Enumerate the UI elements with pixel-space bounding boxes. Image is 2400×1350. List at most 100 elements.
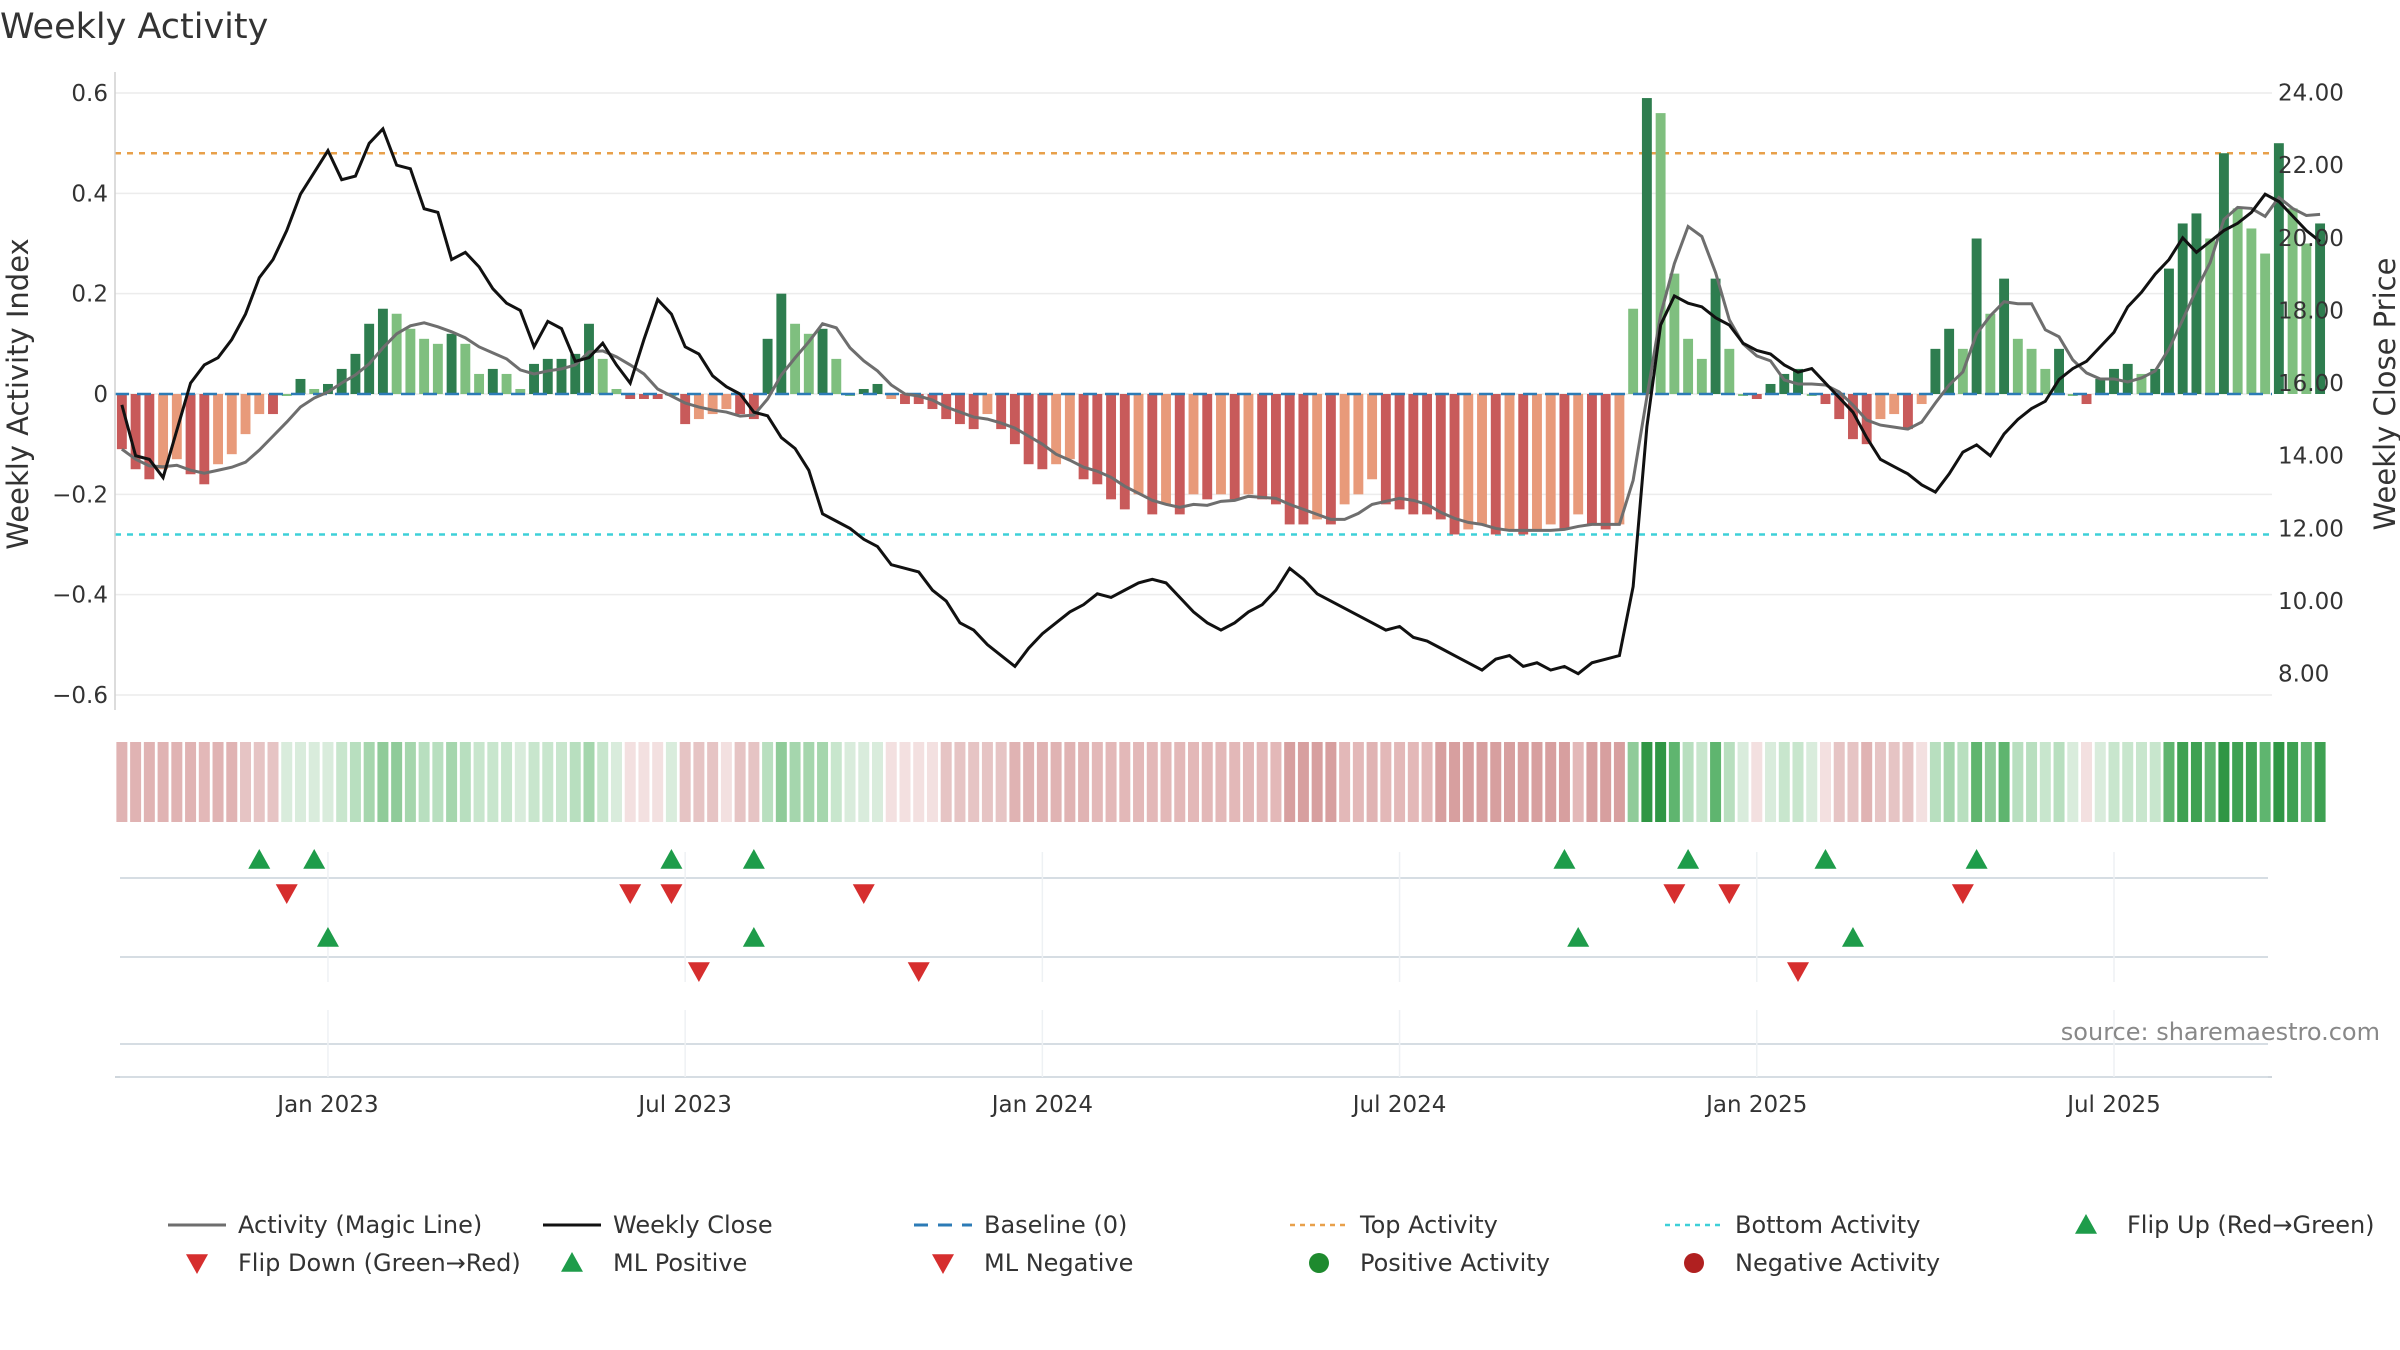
activity-bar	[1408, 394, 1419, 515]
activity-bar	[1669, 273, 1680, 394]
activity-bar	[1820, 394, 1831, 405]
activity-bar	[419, 338, 430, 394]
activity-bar	[1092, 394, 1103, 485]
heat-strip-cell	[597, 742, 609, 822]
activity-bar	[1710, 278, 1721, 394]
heat-strip-cell	[926, 742, 938, 822]
activity-bar	[611, 388, 622, 394]
heat-strip-cell	[995, 742, 1007, 822]
activity-bar	[1435, 394, 1446, 520]
activity-bar	[2315, 223, 2326, 394]
heat-strip-cell	[391, 742, 403, 822]
activity-bar	[2026, 348, 2037, 394]
activity-bar	[1944, 328, 1955, 394]
heat-strip-cell	[1050, 742, 1062, 822]
legend-item: Positive Activity	[1309, 1249, 1550, 1277]
heat-strip-cell	[1133, 742, 1145, 822]
activity-bar	[158, 394, 169, 470]
heat-strip-cell	[1710, 742, 1722, 822]
heat-strip-cell	[514, 742, 526, 822]
activity-bar	[1284, 394, 1295, 525]
left-tick-label: −0.6	[52, 683, 108, 709]
activity-bar	[817, 328, 828, 394]
legend-label: ML Positive	[613, 1249, 747, 1277]
activity-bar	[872, 383, 883, 394]
ml-positive-marker	[1841, 927, 1864, 947]
heat-strip-cell	[2204, 742, 2216, 822]
flip-up-marker	[303, 849, 326, 869]
heat-strip-cell	[185, 742, 197, 822]
ml-negative-marker	[907, 962, 930, 982]
flip-up-marker	[660, 849, 683, 869]
heat-strip-cell	[624, 742, 636, 822]
activity-bar	[1573, 394, 1584, 515]
heat-strip-cell	[1421, 742, 1433, 822]
flip-up-marker	[742, 849, 765, 869]
activity-bar	[1724, 348, 1735, 394]
heat-strip-cell	[212, 742, 224, 822]
activity-bar	[487, 368, 498, 394]
activity-bar	[1641, 98, 1652, 395]
heat-strip-cell	[858, 742, 870, 822]
heat-strip-cell	[2067, 742, 2079, 822]
activity-bar	[213, 394, 223, 465]
heat-strip-cell	[1613, 742, 1625, 822]
legend-swatch	[2075, 1214, 2097, 1234]
heat-strip-cell	[1600, 742, 1612, 822]
heat-strip-cell	[1503, 742, 1515, 822]
activity-bar	[831, 358, 842, 394]
heat-strip-cell	[940, 742, 952, 822]
activity-bar	[556, 358, 567, 394]
activity-bar	[1394, 394, 1405, 510]
legend-item: ML Negative	[932, 1249, 1133, 1277]
heat-strip-cell	[2232, 742, 2244, 822]
activity-bar	[377, 308, 388, 394]
activity-bar	[1779, 373, 1790, 394]
right-tick-label: 16.00	[2278, 371, 2344, 397]
activity-bar	[323, 383, 333, 394]
heat-strip-cell	[1476, 742, 1488, 822]
heat-strip-cell	[336, 742, 348, 822]
left-tick-label: −0.4	[52, 583, 108, 609]
right-tick-label: 18.00	[2278, 298, 2344, 324]
heat-strip-cell	[226, 742, 238, 822]
activity-bar	[1147, 394, 1158, 515]
activity-bar	[446, 333, 457, 394]
heat-strip-cell	[1215, 742, 1227, 822]
right-tick-label: 24.00	[2278, 81, 2344, 107]
heat-strip-cell	[501, 742, 513, 822]
activity-bar	[954, 394, 965, 425]
activity-bar	[1793, 368, 1803, 394]
heat-strip-cell	[459, 742, 471, 822]
heat-strip-cell	[899, 742, 911, 822]
heat-strip-cell	[198, 742, 210, 822]
heat-strip-cell	[377, 742, 389, 822]
heat-strip-cell	[1545, 742, 1557, 822]
heat-strip-cell	[2177, 742, 2189, 822]
activity-bar	[144, 394, 155, 480]
heat-strip-cell	[1160, 742, 1172, 822]
activity-bar	[858, 388, 869, 394]
activity-bar	[1902, 394, 1913, 430]
heat-strip-cell	[1036, 742, 1048, 822]
heat-strip-cell	[885, 742, 897, 822]
x-tick-label: Jan 2023	[275, 1092, 378, 1118]
activity-bar	[2040, 368, 2051, 394]
activity-bar	[2122, 363, 2133, 394]
heat-strip-cell	[954, 742, 966, 822]
heat-strip-cell	[404, 742, 416, 822]
heat-strip-cell	[2149, 742, 2161, 822]
heat-strip-cell	[1078, 742, 1090, 822]
activity-bar	[1023, 394, 1034, 465]
heat-strip-cell	[143, 742, 155, 822]
activity-bar	[2081, 394, 2092, 405]
activity-bar	[1449, 394, 1460, 535]
activity-bar	[2260, 253, 2271, 394]
heat-strip-cell	[528, 742, 540, 822]
activity-bar	[1270, 394, 1281, 505]
right-tick-label: 22.00	[2278, 153, 2344, 179]
heat-strip-cell	[1737, 742, 1749, 822]
heat-strip-cell	[1366, 742, 1378, 822]
activity-bar	[226, 394, 237, 455]
